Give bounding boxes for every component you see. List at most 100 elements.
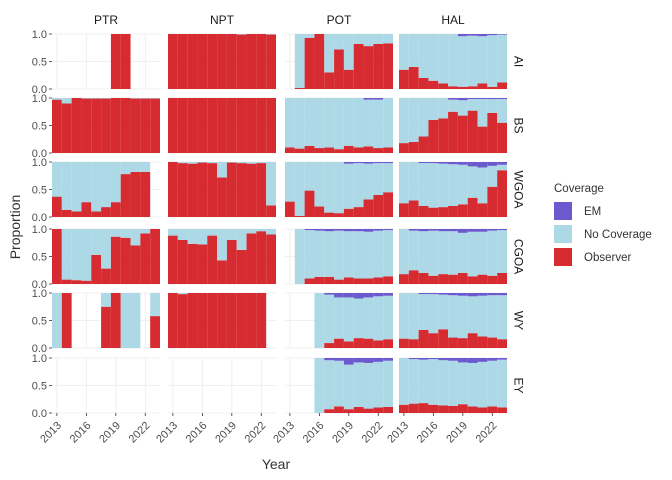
bar-observer	[477, 407, 488, 413]
bar-observer	[448, 337, 458, 348]
bar-observer	[217, 260, 227, 284]
bar-em	[343, 229, 354, 232]
bar-em	[438, 358, 449, 361]
bar-observer	[217, 293, 227, 348]
panel-pot-ey	[285, 357, 393, 414]
bar-observer	[285, 147, 295, 153]
bar-no-coverage	[140, 98, 151, 99]
bar-observer	[140, 171, 151, 217]
panel-ptr-ai	[52, 33, 160, 90]
bar-no-coverage	[304, 162, 315, 191]
bar-observer	[408, 270, 419, 284]
bar-no-coverage	[477, 99, 488, 127]
bar-observer	[343, 69, 354, 89]
bar-em	[457, 98, 468, 101]
bar-observer	[373, 148, 384, 153]
bar-observer	[408, 142, 419, 153]
bar-observer	[197, 293, 208, 348]
bar-no-coverage	[101, 162, 111, 208]
bar-em	[428, 358, 439, 360]
bar-observer	[399, 274, 409, 284]
bar-no-coverage	[418, 231, 429, 273]
panel-hal-wgoa	[399, 161, 507, 218]
bar-no-coverage	[217, 162, 227, 178]
bar-no-coverage	[140, 162, 151, 172]
panel-ptr-cgoa	[52, 228, 160, 285]
bar-no-coverage	[428, 359, 439, 405]
bar-observer	[438, 405, 449, 413]
bar-observer	[428, 120, 439, 153]
bar-observer	[343, 277, 354, 284]
bar-no-coverage	[226, 162, 237, 163]
bar-observer	[487, 337, 498, 348]
bar-observer	[324, 147, 335, 153]
bar-no-coverage	[334, 297, 344, 339]
x-tick-label: 2019	[444, 420, 470, 446]
bar-no-coverage	[487, 230, 498, 276]
bar-no-coverage	[363, 362, 374, 409]
bar-observer	[438, 207, 449, 217]
bar-em	[304, 229, 315, 231]
bar-no-coverage	[343, 364, 354, 410]
bar-em	[428, 229, 439, 231]
bar-observer	[187, 163, 198, 217]
bar-em	[438, 229, 449, 232]
bar-observer	[363, 46, 374, 89]
bar-observer	[140, 233, 151, 284]
bar-no-coverage	[61, 229, 72, 280]
bar-observer	[383, 406, 393, 413]
bar-observer	[324, 212, 335, 217]
bar-em	[343, 162, 354, 164]
bar-no-coverage	[120, 293, 131, 348]
bar-no-coverage	[383, 360, 393, 407]
bar-observer	[285, 201, 295, 217]
bar-observer	[110, 202, 121, 217]
bar-no-coverage	[101, 229, 111, 269]
bar-observer	[120, 34, 131, 89]
bar-observer	[140, 98, 151, 153]
panel-hal-bs	[399, 97, 507, 154]
strip-label-npt: NPT	[210, 13, 235, 27]
bar-no-coverage	[285, 162, 295, 202]
bar-observer	[81, 202, 92, 217]
bar-observer	[177, 98, 188, 153]
bar-em	[408, 358, 419, 360]
bar-no-coverage	[497, 230, 507, 273]
bar-em	[487, 98, 498, 100]
bar-no-coverage	[110, 162, 121, 203]
bar-observer	[217, 34, 227, 89]
bar-observer	[477, 203, 488, 217]
panel-pot-wy	[285, 292, 393, 349]
bar-no-coverage	[438, 34, 449, 84]
bar-observer	[373, 195, 384, 217]
bar-no-coverage	[130, 162, 141, 172]
legend-key-observer	[554, 248, 572, 266]
bar-observer	[52, 229, 62, 284]
panel-ptr-ey	[52, 357, 160, 414]
bar-no-coverage	[130, 229, 141, 246]
bar-observer	[150, 229, 160, 284]
bar-observer	[91, 211, 102, 217]
bar-observer	[130, 245, 141, 284]
bar-observer	[130, 171, 141, 217]
bar-no-coverage	[448, 99, 458, 112]
x-tick-label: 2022	[243, 420, 269, 446]
bar-em	[467, 358, 478, 363]
bar-no-coverage	[477, 231, 488, 275]
bar-no-coverage	[408, 230, 419, 271]
bar-em	[477, 229, 488, 232]
bar-no-coverage	[438, 360, 449, 406]
bar-no-coverage	[467, 99, 478, 111]
panel-pot-cgoa	[285, 228, 393, 285]
bar-no-coverage	[81, 229, 92, 281]
bar-observer	[399, 203, 409, 217]
bar-no-coverage	[353, 34, 364, 44]
bar-observer	[353, 338, 364, 348]
bar-observer	[226, 293, 237, 348]
bar-observer	[130, 98, 141, 153]
bar-no-coverage	[304, 98, 315, 146]
bar-observer	[324, 409, 335, 413]
bar-observer	[448, 274, 458, 284]
bar-no-coverage	[177, 229, 188, 240]
y-tick-label: 1.0	[32, 29, 47, 41]
